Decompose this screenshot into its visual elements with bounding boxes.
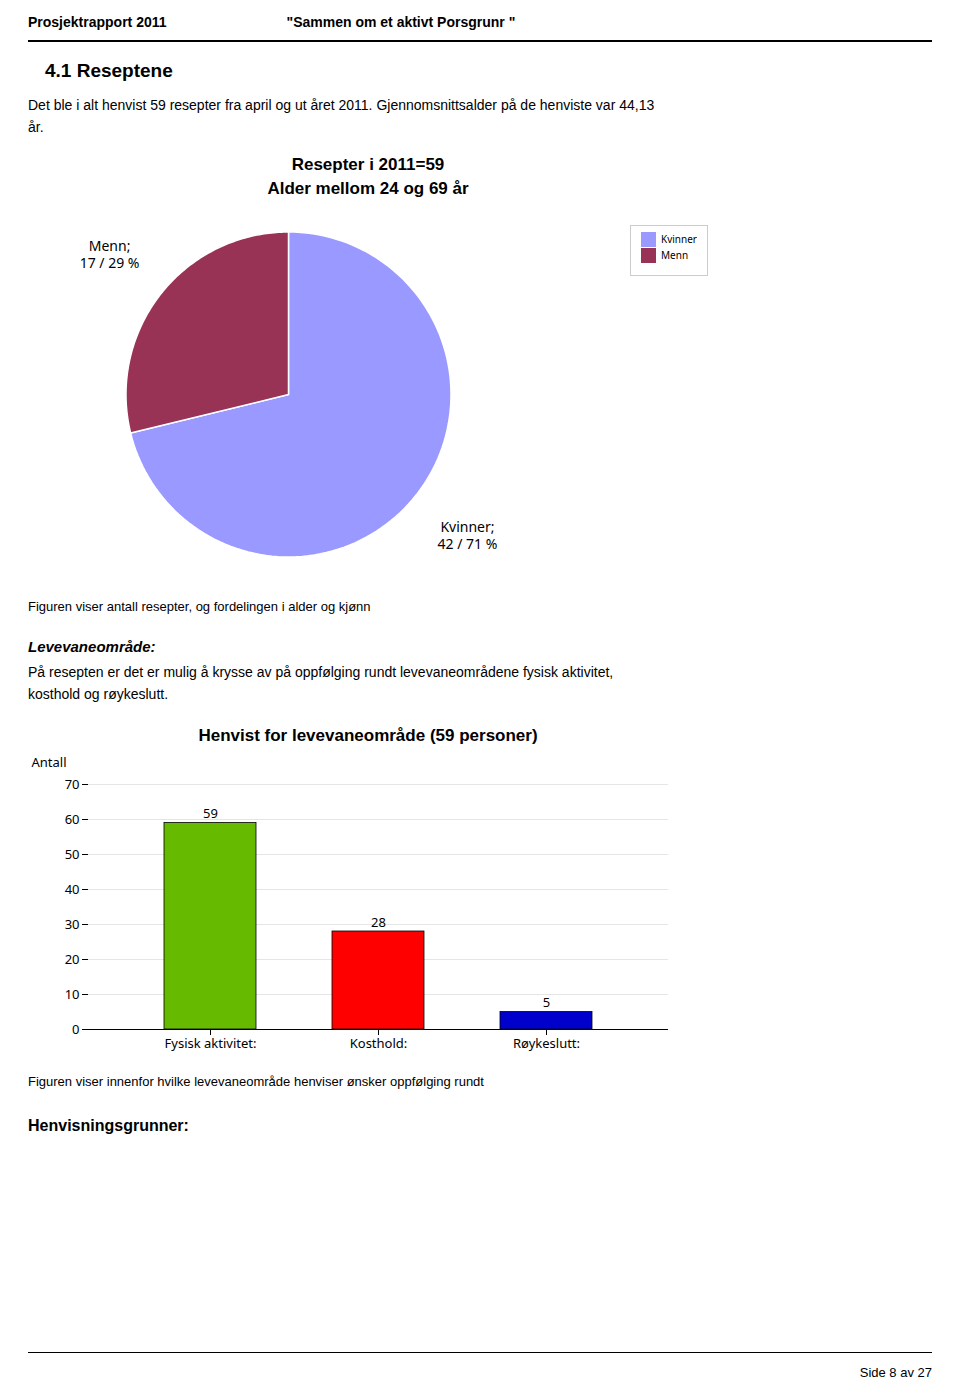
- html-text:"Sammen om et aktivt Porsgrunr: "Sammen om et aktivt Porsgrunr ": [286, 14, 516, 30]
- svg-text:40: 40: [65, 879, 80, 897]
- html-text:4.1 Reseptene: 4.1 Reseptene: [45, 60, 173, 81]
- svg-text:0: 0: [72, 1019, 79, 1037]
- svg-text:10: 10: [65, 984, 80, 1002]
- svg-text:Røykeslutt:: Røykeslutt:: [513, 1033, 580, 1051]
- html-text:Figuren viser antall resepter,: Figuren viser antall resepter, og fordel…: [28, 598, 371, 614]
- svg-text:30: 30: [65, 914, 80, 932]
- html-text:Prosjektrapport 2011: Prosjektrapport 2011: [28, 14, 167, 30]
- svg-text:50: 50: [65, 844, 80, 862]
- html-text:Henvisningsgrunner:: Henvisningsgrunner:: [28, 1116, 189, 1134]
- svg-text:Kosthold:: Kosthold:: [350, 1033, 408, 1051]
- svg-text:Kvinner;42 / 71 %: Kvinner;42 / 71 %: [438, 517, 498, 553]
- html-text:Kvinner: Kvinner: [661, 232, 697, 247]
- svg-text:5: 5: [543, 993, 550, 1011]
- html-text:Det ble i alt henvist 59 resep: Det ble i alt henvist 59 resepter fra ap…: [28, 97, 655, 136]
- svg-text:Menn;17 / 29 %: Menn;17 / 29 %: [80, 236, 140, 272]
- html-text:Figuren viser innenfor hvilke: Figuren viser innenfor hvilke levevaneom…: [28, 1073, 484, 1089]
- html-text:Levevaneområde:: Levevaneområde:: [28, 637, 156, 655]
- svg-text:70: 70: [65, 774, 80, 792]
- html-text:Menn: Menn: [661, 248, 689, 263]
- svg-text:Fysisk aktivitet:: Fysisk aktivitet:: [165, 1033, 257, 1051]
- svg-text:20: 20: [65, 949, 80, 967]
- html-text:Resepter i 2011=59: Resepter i 2011=59: [291, 154, 445, 174]
- svg-text:28: 28: [371, 912, 386, 930]
- svg-text:59: 59: [203, 804, 218, 822]
- svg-text:60: 60: [65, 809, 80, 827]
- html-text:Alder mellom 24 og 69 år: Alder mellom 24 og 69 år: [267, 178, 469, 198]
- html-text:Side 8 av 27: Side 8 av 27: [859, 1365, 932, 1380]
- html-text:På resepten er det er mulig å: På resepten er det er mulig å krysse av …: [28, 663, 614, 703]
- html-text:Henvist for levevaneområde (59: Henvist for levevaneområde (59 personer): [198, 725, 538, 745]
- svg-text:Antall: Antall: [32, 754, 67, 771]
